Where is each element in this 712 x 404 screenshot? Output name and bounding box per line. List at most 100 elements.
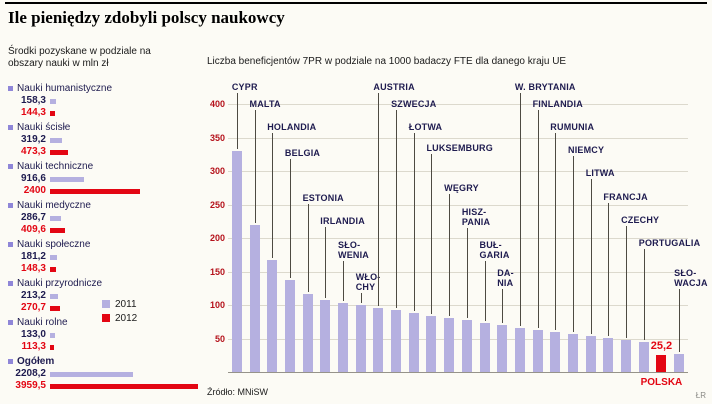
country-label-austria: AUSTRIA xyxy=(373,82,415,92)
hbar-2012 xyxy=(50,305,60,311)
hbar-2011 xyxy=(50,371,133,377)
bar-row-2011: 158,3 xyxy=(8,95,202,107)
legend-row-2011: 2011 xyxy=(102,298,137,312)
bar-row-2012: 113,3 xyxy=(8,341,202,353)
bar-row-2012: 148,3 xyxy=(8,263,202,275)
bar-czechy xyxy=(621,339,632,372)
leader-line-hiszpania xyxy=(466,228,468,319)
legend-2012-label: 2012 xyxy=(115,313,138,324)
bullet-square-icon xyxy=(8,202,13,208)
value-2012: 270,7 xyxy=(20,302,46,313)
leader-line-dania xyxy=(502,289,504,324)
gridline-350 xyxy=(228,137,688,139)
bar-row-2011: 213,2 xyxy=(8,290,202,302)
value-2011: 319,2 xyxy=(20,134,46,145)
bar-w-gry xyxy=(444,318,455,372)
bar-row-2012: 409,6 xyxy=(8,224,202,236)
hbar-2011 xyxy=(50,215,61,221)
leader-line-szwecja xyxy=(396,110,398,309)
bar-litwa xyxy=(585,335,596,372)
x-axis-baseline xyxy=(228,372,688,373)
bar-francja xyxy=(603,337,614,372)
bar-hiszpania xyxy=(461,320,472,372)
value-2011: 2208,2 xyxy=(15,368,46,379)
ytick-150: 150 xyxy=(209,266,225,277)
country-label-luksemburg: LUKSEMBURG xyxy=(426,143,493,153)
hbar-2011 xyxy=(50,137,62,143)
category-nauki-cis-e: Nauki ścisłe 319,2 473,3 xyxy=(8,121,202,158)
country-label-rumunia: RUMUNIA xyxy=(550,122,595,132)
country-label-holandia: HOLANDIA xyxy=(267,122,317,132)
gridline-300 xyxy=(228,171,688,172)
leader-line-s-owenia xyxy=(343,261,344,301)
gridline-200 xyxy=(228,238,688,239)
hbar-2012 xyxy=(50,383,198,389)
bar-polska xyxy=(656,355,667,372)
bar-luksemburg xyxy=(426,315,437,372)
leader-line-finlandia xyxy=(537,110,539,328)
bar-szwecja xyxy=(391,310,402,372)
legend-2011-label: 2011 xyxy=(115,299,137,310)
country-label-portugalia: PORTUGALIA xyxy=(638,238,701,248)
legend-2011-swatch-icon xyxy=(102,300,110,309)
category-og-em: Ogółem 2208,2 3959,5 xyxy=(8,355,202,392)
hbar-2012 xyxy=(50,110,55,116)
country-label-w-ochy: WŁO- CHY xyxy=(355,272,381,292)
bar-otwa xyxy=(408,313,419,372)
ytick-200: 200 xyxy=(209,233,225,243)
bar-row-2012: 270,7 xyxy=(8,302,202,314)
bar-row-2011: 286,7 xyxy=(8,212,202,224)
legend: 2011 2012 xyxy=(102,298,137,326)
legend-2012-swatch-icon xyxy=(102,314,110,323)
bar-row-2012: 3959,5 xyxy=(8,380,202,392)
category-label: Nauki medyczne xyxy=(8,199,202,212)
left-chart-subtitle: Środki pozyskane w podziale na obszary n… xyxy=(8,46,151,69)
bar-estonia xyxy=(302,294,313,372)
gridline-100 xyxy=(228,305,688,306)
bullet-square-icon xyxy=(8,124,13,130)
hbar-2012 xyxy=(50,266,56,272)
country-label-w-brytania: W. BRYTANIA xyxy=(514,82,576,92)
ytick-350: 350 xyxy=(209,132,225,143)
category-label: Nauki przyrodnicze xyxy=(8,277,202,290)
country-label-niemcy: NIEMCY xyxy=(568,145,605,155)
leader-line-francja xyxy=(608,203,610,336)
bar-malta xyxy=(249,224,260,372)
leader-line-s-owacja xyxy=(679,289,681,352)
country-label-dania: DA- NIA xyxy=(497,268,514,288)
value-2011: 181,2 xyxy=(20,251,46,262)
leader-line-rumunia xyxy=(555,133,557,330)
highlight-value: 25,2 xyxy=(650,340,673,353)
value-2011: 158,3 xyxy=(20,95,46,106)
leader-line-w-ochy xyxy=(360,293,362,303)
country-label-hiszpania: HISZ- PANIA xyxy=(461,207,491,227)
ytick-400: 400 xyxy=(209,99,225,109)
bar-w-brytania xyxy=(514,327,525,372)
country-label-czechy: CZECHY xyxy=(621,215,660,225)
bar-row-2011: 319,2 xyxy=(8,134,202,146)
bullet-square-icon xyxy=(8,85,13,91)
leader-line-w-gry xyxy=(449,194,451,317)
leader-line-irlandia xyxy=(325,227,327,298)
page-title: Ile pieniędzy zdobyli polscy naukowcy xyxy=(8,8,285,27)
bullet-square-icon xyxy=(8,358,13,364)
bar-row-2011: 2208,2 xyxy=(8,368,202,380)
bar-row-2012: 2400 xyxy=(8,185,202,197)
bar-row-2011: 133,0 xyxy=(8,329,202,341)
country-label-francja: FRANCJA xyxy=(603,192,648,202)
country-label-litwa: LITWA xyxy=(585,168,615,178)
bar-s-owenia xyxy=(338,302,348,372)
right-bar-chart: 400 350 300 250 200 150 100 50 CYPR MALTA HOLANDIA… xyxy=(205,70,710,400)
right-chart-subtitle: Liczba beneficjentów 7PR w podziale na 1… xyxy=(207,56,567,67)
bar-holandia xyxy=(267,260,278,372)
country-label-szwecja: SZWECJA xyxy=(391,99,437,109)
bar-finlandia xyxy=(532,329,543,372)
bullet-square-icon xyxy=(8,280,13,286)
value-2011: 213,2 xyxy=(20,290,46,301)
leader-line-czechy xyxy=(626,226,628,338)
ytick-300: 300 xyxy=(209,166,225,176)
top-rule xyxy=(5,2,707,4)
leader-line-holandia xyxy=(272,133,274,259)
bar-w-ochy xyxy=(355,305,366,372)
category-nauki-medyczne: Nauki medyczne 286,7 409,6 xyxy=(8,199,202,236)
